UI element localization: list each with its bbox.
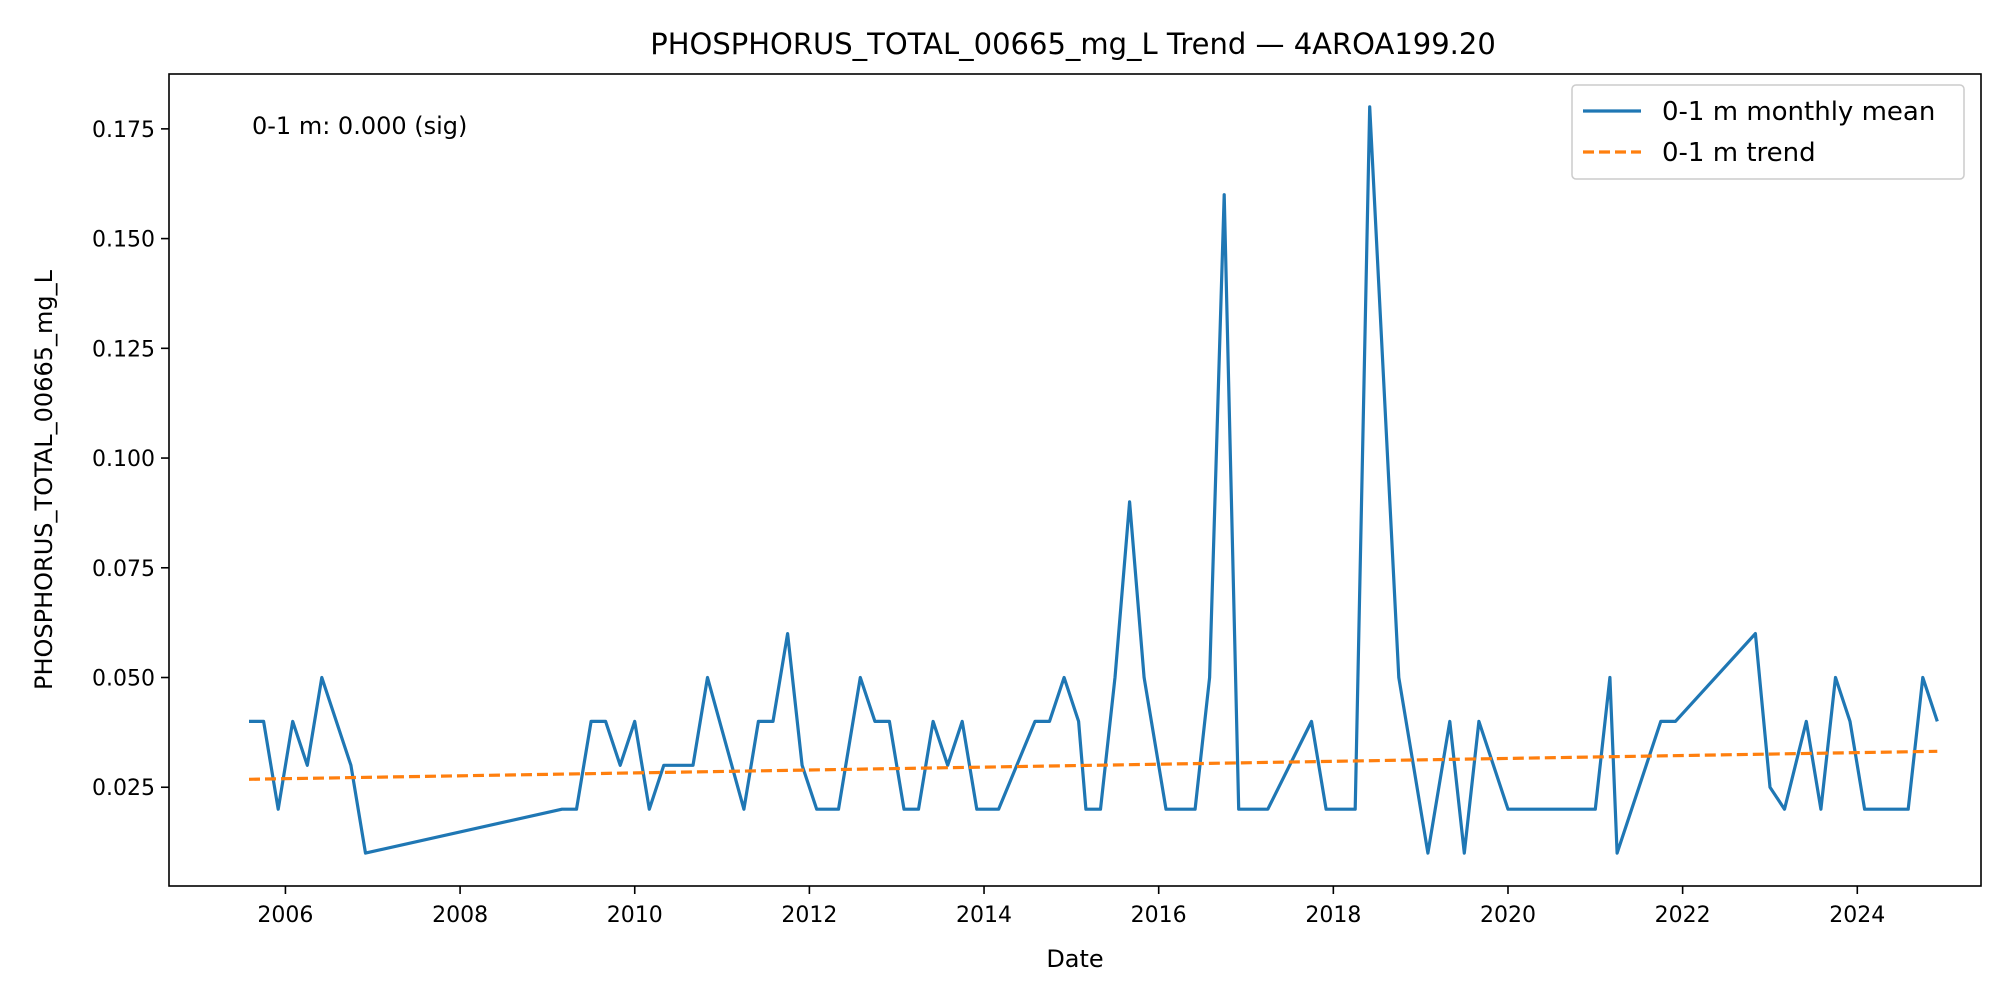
- plot-lines: [248, 105, 1939, 855]
- x-tick-label: 2006: [257, 903, 313, 928]
- x-axis-label: Date: [1046, 945, 1103, 973]
- legend-label-monthly-mean: 0-1 m monthly mean: [1662, 97, 1935, 127]
- series-line-trend: [248, 749, 1938, 781]
- y-tick-label: 0.150: [92, 228, 155, 253]
- y-tick-label: 0.075: [92, 557, 155, 582]
- y-tick-label: 0.175: [92, 118, 155, 143]
- legend: 0-1 m monthly mean 0-1 m trend: [1571, 84, 1965, 180]
- y-tick-label: 0.050: [92, 667, 155, 692]
- x-axis: 2006 2008 2010 2012 2014 2016 2018 2020 2022 2024: [257, 886, 1885, 928]
- x-tick-label: 2020: [1480, 903, 1536, 928]
- chart-title: PHOSPHORUS_TOTAL_00665_mg_L Trend — 4ARO…: [650, 27, 1496, 61]
- trend-annotation: 0-1 m: 0.000 (sig): [252, 112, 467, 140]
- x-tick-label: 2010: [607, 903, 663, 928]
- y-axis-label: PHOSPHORUS_TOTAL_00665_mg_L: [30, 269, 58, 690]
- y-tick-label: 0.125: [92, 337, 155, 362]
- y-tick-label: 0.025: [92, 776, 155, 801]
- y-axis: 0.025 0.050 0.075 0.100 0.125 0.150 0.175: [92, 118, 169, 801]
- legend-label-trend: 0-1 m trend: [1662, 138, 1816, 168]
- x-tick-label: 2012: [781, 903, 837, 928]
- x-tick-label: 2014: [956, 903, 1012, 928]
- y-tick-label: 0.100: [92, 447, 155, 472]
- plot-area-frame: [168, 73, 1982, 887]
- legend-box: [1571, 84, 1965, 180]
- x-tick-label: 2024: [1829, 903, 1885, 928]
- x-tick-label: 2018: [1305, 903, 1361, 928]
- x-tick-label: 2016: [1131, 903, 1187, 928]
- x-tick-label: 2008: [432, 903, 488, 928]
- x-tick-label: 2022: [1655, 903, 1711, 928]
- series-line-monthly-mean: [249, 105, 1939, 855]
